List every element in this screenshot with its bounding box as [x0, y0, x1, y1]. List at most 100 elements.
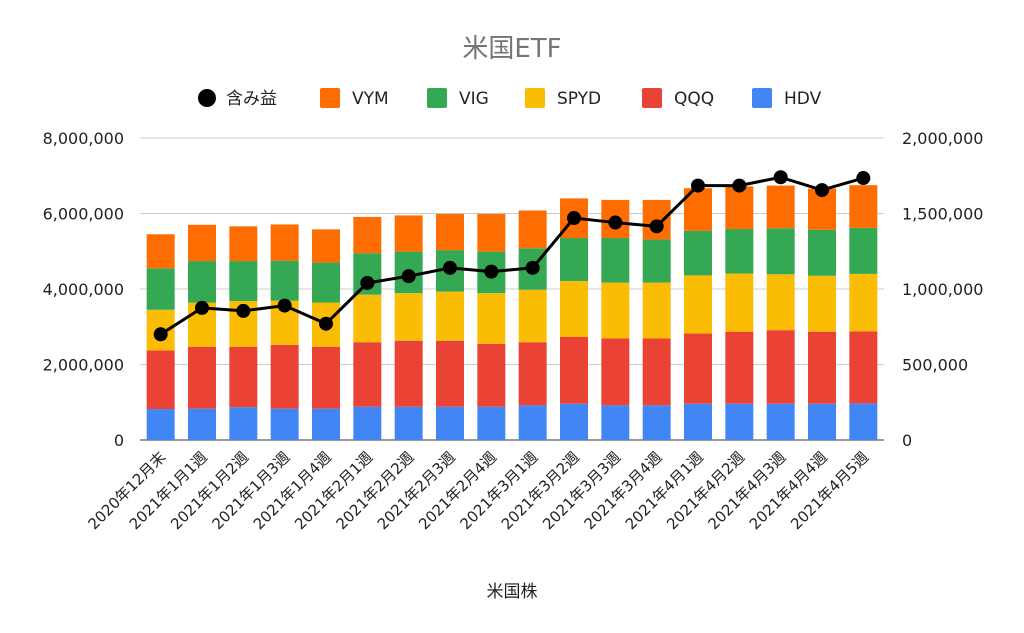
bar-qqq	[270, 344, 299, 409]
bar-spyd	[601, 282, 630, 339]
bar-hdv	[642, 405, 671, 440]
bar-spyd	[808, 275, 836, 332]
line-point	[443, 260, 457, 275]
bar-hdv	[725, 403, 754, 440]
bar-hdv	[188, 408, 216, 440]
legend-label-vym: VYM	[352, 89, 389, 109]
bar-hdv	[560, 403, 588, 440]
line-point	[649, 219, 664, 234]
bar-spyd	[477, 293, 506, 344]
y-tick-label-right: 500,000	[902, 356, 968, 375]
bar-hdv	[808, 403, 836, 440]
bar-vym	[849, 185, 878, 228]
y-tick-label-left: 0	[114, 431, 124, 450]
line-point	[360, 275, 375, 290]
bar-vym	[270, 224, 299, 261]
y-tick-label-left: 8,000,000	[43, 129, 124, 148]
gridlines	[140, 137, 884, 441]
y-tick-label-right: 0	[902, 431, 912, 450]
bar-qqq	[436, 340, 464, 407]
y-axis-left: 0 2,000,000 4,000,000 6,000,000 8,000,000	[43, 129, 124, 450]
bar-spyd	[684, 275, 712, 334]
bar-qqq	[808, 331, 836, 404]
bar-qqq	[312, 346, 340, 409]
legend-marker-line	[198, 89, 216, 107]
y-tick-label-left: 4,000,000	[43, 280, 124, 299]
bar-vym	[766, 185, 795, 229]
line-point	[856, 171, 871, 186]
bar-qqq	[560, 336, 588, 404]
bar-hdv	[477, 406, 506, 440]
legend-label-line: 含み益	[226, 89, 277, 109]
bar-qqq	[725, 331, 754, 404]
bar-hdv	[270, 408, 299, 440]
bar-spyd	[560, 281, 588, 337]
legend-swatch-qqq	[642, 88, 662, 108]
line-point	[484, 264, 499, 279]
bar-vig	[188, 261, 216, 303]
bar-vym	[477, 213, 506, 252]
bar-vym	[188, 224, 216, 262]
bar-hdv	[601, 405, 630, 440]
bar-spyd	[518, 289, 547, 343]
legend: 含み益 VYM VIG SPYD QQQ HDV	[198, 88, 822, 109]
bar-vig	[229, 261, 258, 302]
bar-vig	[725, 228, 754, 274]
line-point	[567, 211, 581, 226]
bar-qqq	[601, 338, 630, 406]
bar-spyd	[353, 294, 382, 343]
bar-spyd	[642, 282, 671, 339]
bar-vym	[518, 210, 547, 249]
bar-hdv	[229, 407, 258, 440]
bar-spyd	[849, 273, 878, 332]
line-point	[277, 298, 292, 313]
bar-vig	[270, 260, 299, 301]
bar-hdv	[146, 409, 175, 440]
bar-vym	[146, 234, 175, 269]
bar-hdv	[684, 403, 712, 440]
bar-qqq	[518, 342, 547, 406]
legend-label-hdv: HDV	[784, 89, 822, 109]
bar-hdv	[312, 408, 340, 440]
bar-spyd	[725, 273, 754, 332]
line-point	[153, 327, 168, 342]
legend-label-spyd: SPYD	[557, 89, 601, 109]
bar-vig	[808, 229, 836, 276]
bar-qqq	[146, 350, 175, 410]
line-point	[319, 316, 333, 331]
bar-hdv	[353, 406, 382, 440]
bars	[146, 185, 878, 440]
bar-spyd	[436, 291, 464, 341]
y-tick-label-right: 1,500,000	[902, 205, 983, 224]
bar-spyd	[394, 293, 423, 341]
line-point	[815, 183, 829, 198]
line-point	[773, 170, 788, 185]
y-tick-label-left: 2,000,000	[43, 356, 124, 375]
line-point	[401, 269, 416, 284]
bar-qqq	[849, 331, 878, 404]
bar-vym	[725, 186, 754, 229]
line-point	[691, 178, 705, 193]
bar-vig	[766, 228, 795, 275]
bar-qqq	[684, 333, 712, 404]
legend-swatch-hdv	[752, 88, 772, 108]
bar-qqq	[477, 343, 506, 407]
line-point	[525, 260, 540, 275]
bar-vig	[849, 227, 878, 274]
line-point	[608, 215, 623, 230]
legend-swatch-vig	[427, 88, 447, 108]
y-tick-label-left: 6,000,000	[43, 205, 124, 224]
bar-vym	[229, 226, 258, 262]
legend-swatch-vym	[320, 88, 340, 108]
legend-label-qqq: QQQ	[674, 89, 714, 109]
bar-vig	[601, 238, 630, 283]
bar-qqq	[188, 346, 216, 409]
bar-qqq	[766, 330, 795, 404]
bar-hdv	[766, 403, 795, 440]
legend-label-vig: VIG	[459, 89, 489, 109]
line-point	[732, 178, 747, 193]
bar-hdv	[849, 403, 878, 440]
bar-vig	[560, 238, 588, 282]
y-tick-label-right: 1,000,000	[902, 280, 983, 299]
